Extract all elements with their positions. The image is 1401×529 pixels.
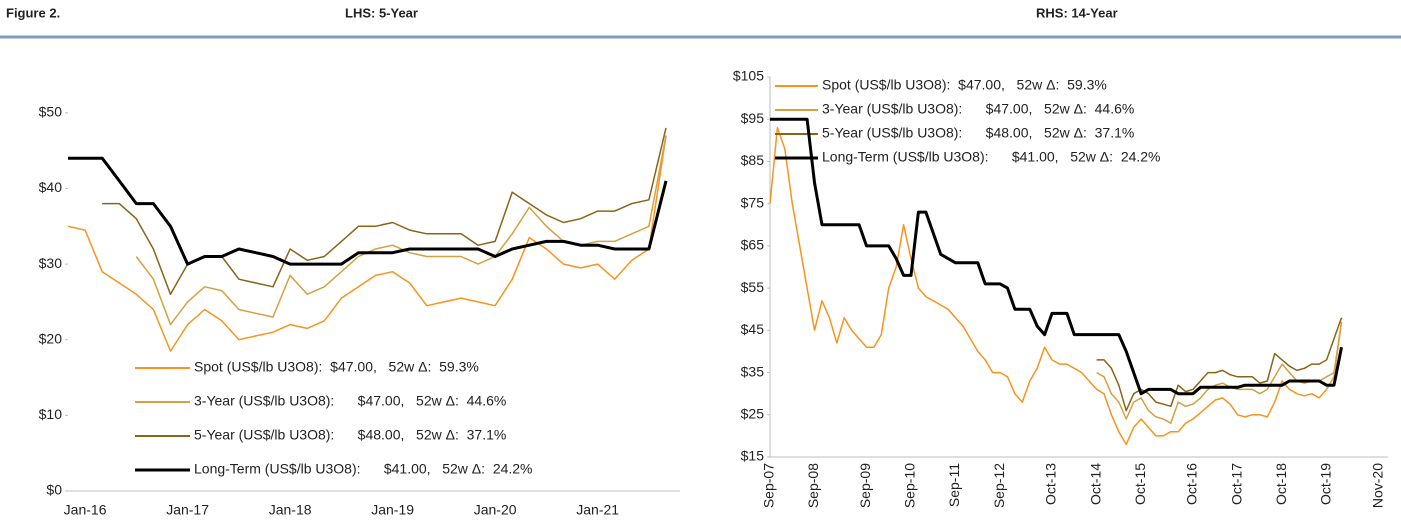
y-tick-label: $65 [741, 237, 765, 253]
series-line [135, 135, 667, 326]
x-tick-label: Sep-09 [857, 463, 873, 508]
x-tick-label: Jan-18 [269, 502, 312, 518]
x-tick-label: Oct-18 [1273, 463, 1289, 505]
y-tick-label: $20 [39, 330, 63, 346]
y-tick-label: $0 [46, 482, 62, 498]
x-tick-label: Sep-07 [761, 463, 777, 508]
x-tick-label: Oct-14 [1087, 463, 1103, 505]
x-tick-label: Nov-20 [1369, 463, 1385, 508]
y-tick-label: $45 [741, 321, 765, 337]
legend-label: Spot (US$/lb U3O8): $47.00, 52w Δ: 59.3% [194, 359, 479, 375]
series-line [770, 117, 1343, 396]
x-tick-label: Sep-10 [902, 463, 918, 508]
x-tick-label: Jan-21 [576, 502, 619, 518]
legend-label: 5-Year (US$/lb U3O8): $48.00, 52w Δ: 37.… [194, 427, 506, 443]
legend-label: Long-Term (US$/lb U3O8): $41.00, 52w Δ: … [194, 461, 533, 477]
right-panel-label: RHS: 14-Year [1036, 5, 1118, 20]
x-tick-label: Oct-16 [1184, 463, 1200, 505]
x-tick-label: Oct-17 [1228, 463, 1244, 505]
x-tick-label: Sep-12 [991, 463, 1007, 508]
legend-label: Spot (US$/lb U3O8): $47.00, 52w Δ: 59.3% [822, 77, 1107, 93]
y-tick-label: $105 [733, 68, 764, 84]
left-panel-label: LHS: 5-Year [345, 5, 418, 20]
series-line [769, 126, 1343, 446]
y-tick-label: $35 [741, 363, 765, 379]
legend-label: 5-Year (US$/lb U3O8): $48.00, 52w Δ: 37.… [822, 125, 1134, 141]
series-line [102, 127, 667, 296]
series-line [67, 135, 667, 352]
x-tick-label: Oct-15 [1132, 463, 1148, 505]
y-tick-label: $10 [39, 406, 63, 422]
figure-label: Figure 2. [6, 5, 60, 20]
y-tick-label: $30 [39, 255, 63, 271]
x-tick-label: Oct-13 [1043, 463, 1059, 505]
y-tick-label: $95 [741, 110, 765, 126]
x-tick-label: Jan-17 [166, 502, 209, 518]
y-tick-label: $40 [39, 179, 63, 195]
series-line [68, 156, 668, 266]
legend-label: 3-Year (US$/lb U3O8): $47.00, 52w Δ: 44.… [822, 101, 1134, 117]
x-tick-label: Sep-08 [805, 463, 821, 508]
y-tick-label: $15 [741, 448, 765, 464]
legend-label: Long-Term (US$/lb U3O8): $41.00, 52w Δ: … [822, 149, 1161, 165]
y-tick-label: $55 [741, 279, 765, 295]
series-line [1096, 317, 1343, 412]
x-tick-label: Oct-19 [1317, 463, 1333, 505]
x-tick-label: Sep-11 [946, 463, 962, 507]
legend-label: 3-Year (US$/lb U3O8): $47.00, 52w Δ: 44.… [194, 393, 506, 409]
y-tick-label: $50 [39, 104, 63, 120]
y-tick-label: $25 [741, 405, 765, 421]
x-tick-label: Jan-16 [64, 502, 107, 518]
y-tick-label: $75 [741, 194, 765, 210]
x-tick-label: Jan-20 [474, 502, 517, 518]
x-tick-label: Jan-19 [371, 502, 414, 518]
y-tick-label: $85 [741, 152, 765, 168]
